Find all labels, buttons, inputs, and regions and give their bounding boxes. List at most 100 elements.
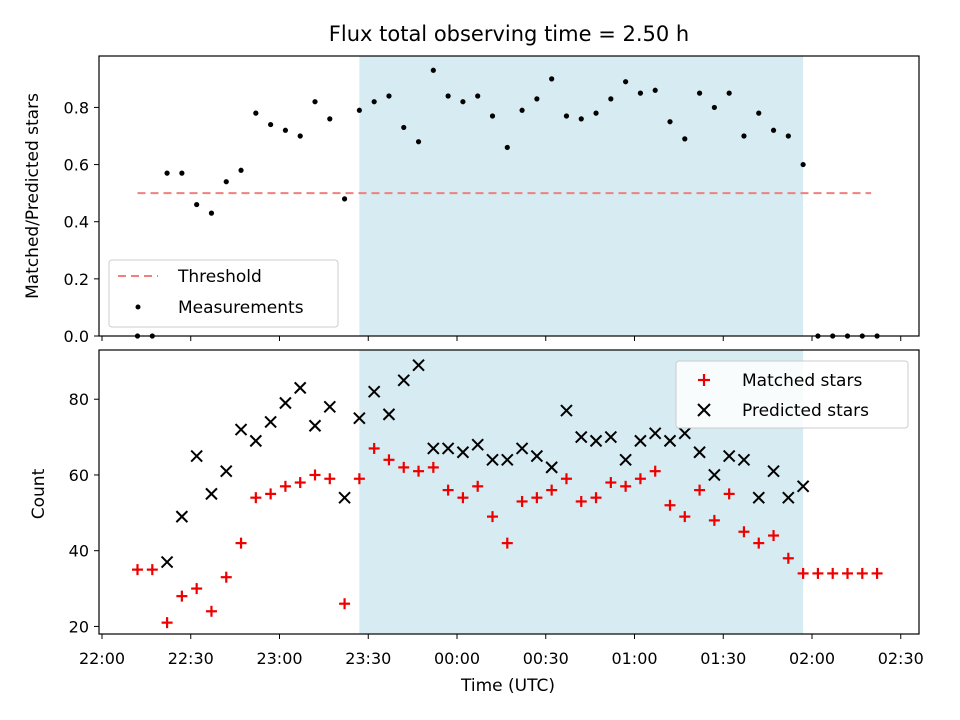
bottom-y-tick-label: 20: [69, 617, 89, 636]
measurement-point: [504, 144, 510, 151]
matched-star-point: [590, 492, 602, 504]
predicted-star-point: [589, 434, 603, 448]
measurement-point: [341, 196, 348, 202]
measurement-point: [549, 76, 555, 82]
measurement-point: [682, 136, 688, 142]
top-y-tick-label: 0.2: [64, 270, 89, 289]
top-legend: Threshold Measurements: [108, 259, 339, 328]
bottom-y-axis-label: Count: [29, 468, 49, 519]
measurement-point: [519, 107, 525, 113]
measurement-point: [238, 167, 244, 173]
predicted-star-point: [353, 411, 366, 425]
predicted-star-point: [220, 464, 233, 478]
measurement-point: [578, 116, 584, 122]
matched-star-point: [738, 526, 750, 538]
bottom-panel: 20 40 60 80 22:00 22:30 23:00 23:30 00:00 00:30 01…: [29, 349, 924, 696]
matched-star-point: [220, 571, 232, 583]
legend-matched-marker: [698, 374, 710, 386]
predicted-star-point: [663, 434, 677, 448]
predicted-star-point: [708, 468, 721, 482]
predicted-star-point: [722, 449, 736, 463]
measurement-point: [563, 113, 570, 119]
predicted-star-point: [752, 491, 765, 504]
predicted-star-point: [545, 461, 558, 474]
matched-star-point: [250, 492, 262, 504]
predicted-star-point: [604, 430, 618, 444]
top-y-tick-label: 0.0: [64, 327, 89, 346]
matched-star-point: [265, 488, 277, 500]
matched-star-point: [161, 617, 173, 629]
matched-star-point: [708, 514, 720, 526]
measurement-point: [696, 90, 703, 96]
matched-star-point: [176, 590, 188, 602]
predicted-star-point: [575, 430, 588, 444]
legend-measurements-marker: [135, 304, 141, 310]
matched-star-point: [294, 477, 306, 489]
measurement-point: [327, 116, 333, 122]
measurement-point: [401, 124, 407, 131]
predicted-star-point: [234, 423, 248, 436]
measurement-point: [770, 127, 777, 133]
predicted-star-point: [160, 555, 174, 569]
matched-star-point: [797, 567, 809, 579]
matched-star-point: [191, 583, 203, 595]
predicted-star-point: [530, 449, 544, 463]
bottom-axes-frame: [98, 349, 920, 635]
predicted-star-point: [560, 404, 573, 417]
x-tick-label: 23:30: [345, 649, 391, 668]
predicted-star-point: [205, 487, 218, 501]
measurement-point: [608, 96, 614, 102]
matched-star-point: [146, 564, 158, 576]
predicted-star-point: [678, 427, 691, 440]
matched-star-point: [679, 511, 691, 523]
matched-star-point: [723, 488, 735, 500]
predicted-star-point: [515, 442, 529, 455]
x-tick-label: 23:00: [256, 649, 302, 668]
measurement-point: [194, 201, 200, 208]
measurement-point: [711, 104, 717, 111]
matched-star-point: [694, 484, 706, 496]
matched-star-point: [546, 484, 558, 496]
predicted-star-point: [308, 419, 322, 432]
measurement-point: [445, 93, 451, 99]
predicted-star-point: [338, 491, 351, 504]
measurement-point: [637, 90, 644, 96]
matched-star-point: [516, 495, 528, 507]
top-y-axis-label: Matched/Predicted stars: [23, 93, 43, 299]
predicted-star-point: [294, 381, 307, 395]
measurement-point: [430, 67, 436, 73]
matched-star-point: [501, 537, 513, 549]
top-panel: 0.00.20.40.60.8 Matched/Predicted stars …: [23, 55, 920, 346]
measurement-point: [356, 107, 362, 113]
measurement-point: [460, 99, 466, 105]
matched-star-point: [871, 567, 883, 579]
measurement-point: [726, 90, 732, 96]
predicted-star-point: [175, 510, 189, 523]
predicted-star-point: [782, 491, 795, 504]
matched-star-point: [442, 484, 454, 496]
matched-star-point: [324, 473, 336, 485]
legend-predicted-marker: [697, 403, 711, 417]
predicted-star-point: [456, 446, 470, 459]
x-tick-label: 02:00: [789, 649, 835, 668]
predicted-star-point: [619, 453, 632, 467]
measurement-point: [312, 99, 318, 105]
matched-star-point: [531, 492, 543, 504]
predicted-star-point: [190, 449, 203, 463]
legend-threshold-label: Threshold: [177, 267, 262, 287]
x-tick-label: 01:30: [700, 649, 746, 668]
matched-star-point: [620, 480, 632, 492]
measurement-point: [652, 87, 658, 93]
bottom-y-tick-label: 60: [69, 466, 89, 485]
measurement-point: [386, 93, 392, 99]
measurement-point: [800, 161, 806, 168]
matched-star-point: [383, 454, 395, 466]
predicted-star-point: [501, 453, 514, 467]
measurement-point: [253, 110, 259, 116]
matched-star-point: [472, 480, 484, 492]
predicted-star-point: [634, 434, 647, 448]
matched-star-point: [782, 552, 794, 564]
top-y-tick-label: 0.4: [64, 213, 89, 232]
predicted-star-point: [323, 400, 336, 414]
measurement-point: [282, 127, 289, 133]
